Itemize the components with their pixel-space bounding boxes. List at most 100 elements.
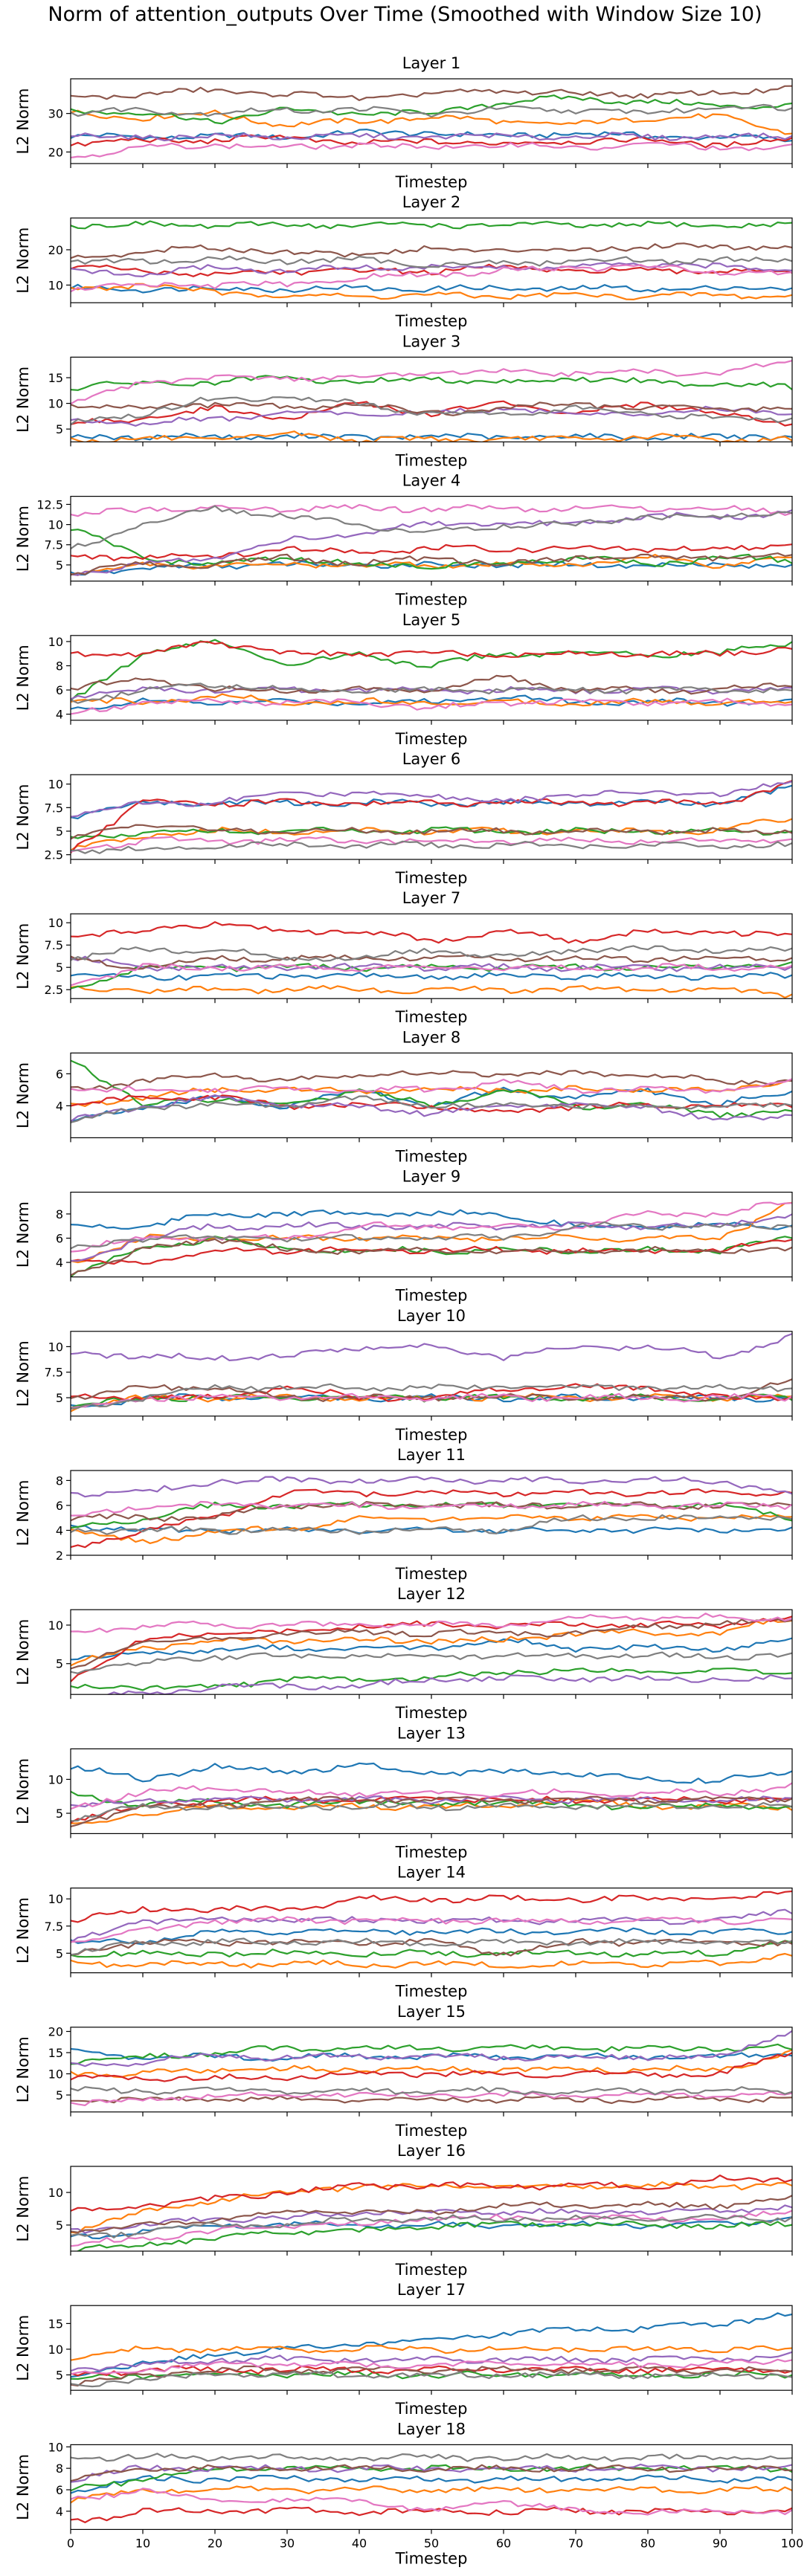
y-tick-label: 7.5 (45, 938, 63, 952)
series-line (71, 2209, 792, 2247)
y-tick-label: 5 (56, 2088, 63, 2102)
y-tick-label: 10 (48, 278, 63, 292)
y-tick-label: 8 (56, 2462, 63, 2476)
y-tick-label: 6 (56, 1067, 63, 1081)
series-line (71, 2464, 792, 2492)
y-tick-label: 10 (48, 1772, 63, 1786)
series-line (71, 1514, 792, 1535)
x-axis-label: Timestep (395, 1008, 468, 1026)
series-line (71, 1238, 792, 1276)
y-tick-label: 8 (56, 1473, 63, 1488)
y-tick-label: 5 (56, 824, 63, 839)
series-group (71, 921, 792, 999)
plot-frame (70, 1052, 793, 1139)
y-tick-label: 4 (56, 1256, 63, 1270)
series-line (71, 2204, 792, 2234)
series-group (71, 2175, 792, 2251)
series-line (71, 984, 792, 999)
series-line (71, 264, 792, 293)
y-tick-label: 20 (48, 243, 63, 257)
panel-title: Layer 13 (397, 1724, 466, 1742)
y-tick-label: 10 (48, 2067, 63, 2082)
series-line (71, 262, 792, 277)
x-axis-label: Timestep (395, 312, 468, 330)
panel-layer-12: Layer 12 5 10 Timestep L2 Norm (14, 1585, 793, 1722)
series-line (71, 263, 792, 277)
y-tick-label: 10 (48, 916, 63, 930)
panel-layer-10: Layer 10 5 7.5 10 Timestep L2 Norm (14, 1307, 793, 1444)
series-line (71, 1782, 792, 1810)
plot-frame (70, 356, 793, 442)
series-line (71, 2365, 792, 2377)
series-line (71, 1637, 792, 1661)
series-line (71, 283, 792, 300)
x-axis-label: Timestep (395, 2400, 468, 2418)
series-group (71, 85, 792, 159)
panel-layer-15: Layer 15 5 10 15 20 Timestep L2 Norm (14, 2003, 793, 2140)
series-group (71, 1613, 792, 1695)
series-line (71, 1651, 792, 1674)
plot-frame (70, 2166, 793, 2252)
series-line (71, 2312, 792, 2378)
y-tick-label: 4 (56, 708, 63, 722)
series-group (71, 1201, 792, 1277)
series-line (71, 1333, 792, 1361)
series-line (71, 685, 792, 700)
series-line (71, 2345, 792, 2361)
series-line (71, 963, 792, 987)
panel-title: Layer 16 (397, 2142, 466, 2160)
series-group (71, 2312, 792, 2388)
y-axis-label: L2 Norm (14, 1758, 32, 1824)
y-axis-label: L2 Norm (14, 923, 32, 990)
plot-frame (70, 1191, 793, 1278)
x-tick-label: 20 (208, 2536, 222, 2550)
series-line (71, 2453, 792, 2462)
series-line (71, 1797, 792, 1824)
series-line (71, 818, 792, 851)
series-line (71, 2030, 792, 2067)
series-line (71, 401, 792, 416)
y-axis-label: L2 Norm (14, 2175, 32, 2241)
y-axis-label: L2 Norm (14, 227, 32, 294)
series-group (71, 504, 792, 576)
series-group (71, 1890, 792, 1969)
y-axis-label: L2 Norm (14, 88, 32, 154)
series-line (71, 1236, 792, 1277)
series-line (71, 2049, 792, 2079)
series-line (71, 1615, 792, 1682)
series-line (71, 954, 792, 970)
series-group (71, 1476, 792, 1549)
y-tick-label: 10 (48, 1892, 63, 1906)
series-line (71, 134, 792, 149)
x-tick-label: 40 (352, 2536, 367, 2550)
y-axis-label: L2 Norm (14, 784, 32, 850)
series-group (71, 1333, 792, 1413)
series-line (71, 641, 792, 659)
series-line (71, 1802, 792, 1822)
series-line (71, 2464, 792, 2482)
y-tick-label: 4 (56, 2505, 63, 2519)
y-tick-label: 2.5 (45, 983, 63, 997)
x-axis-label: Timestep (395, 451, 468, 469)
plot-frame (70, 1331, 793, 1417)
series-group (71, 1762, 792, 1827)
y-axis-label: L2 Norm (14, 1479, 32, 1546)
series-line (71, 2358, 792, 2375)
y-tick-label: 8 (56, 1207, 63, 1221)
y-tick-label: 5 (56, 2368, 63, 2382)
series-line (71, 2370, 792, 2388)
x-axis-label: Timestep (395, 2549, 468, 2567)
y-tick-label: 10 (48, 635, 63, 649)
panel-title: Layer 5 (402, 611, 461, 629)
panel-title: Layer 7 (402, 889, 461, 907)
x-axis-label: Timestep (395, 1704, 468, 1722)
panel-layer-4: Layer 4 5 7.5 10 12.5 Timestep L2 Norm (14, 472, 793, 609)
x-tick-label: 90 (713, 2536, 727, 2550)
figure-title: Norm of attention_outputs Over Time (Smo… (48, 3, 762, 26)
series-line (71, 255, 792, 268)
y-tick-label: 8 (56, 659, 63, 674)
y-tick-label: 10 (48, 1618, 63, 1633)
series-line (71, 1937, 792, 1956)
series-line (71, 780, 792, 853)
series-line (71, 1383, 792, 1410)
